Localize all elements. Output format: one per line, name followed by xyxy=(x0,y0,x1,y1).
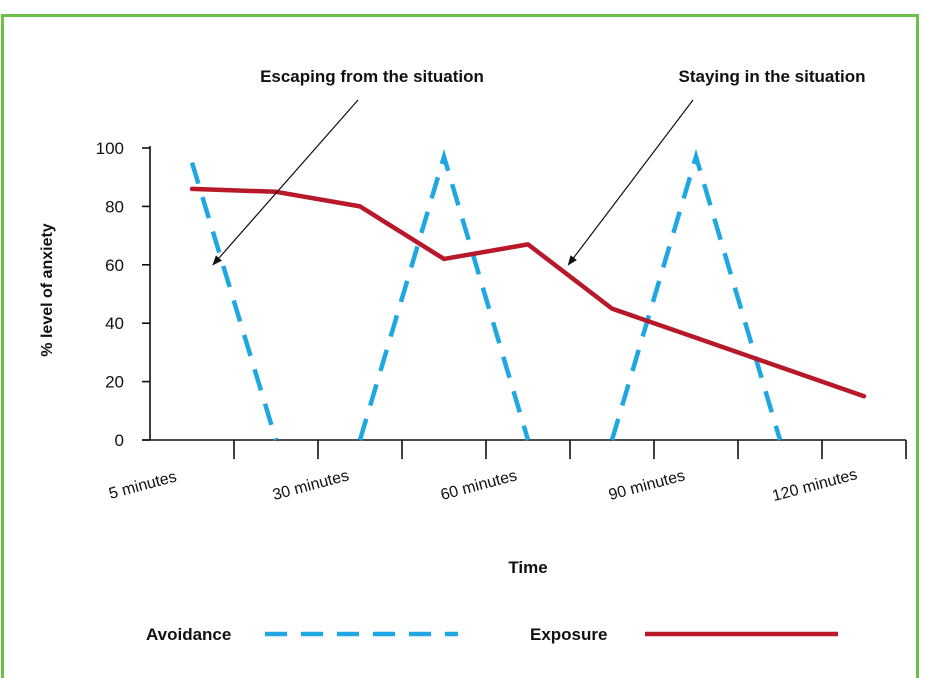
chart-annotations: Escaping from the situation Staying in th… xyxy=(212,67,866,266)
y-tick-label-80: 80 xyxy=(105,197,124,216)
annotation-arrow-1 xyxy=(567,99,694,266)
annotation-text-1: Staying in the situation xyxy=(678,67,865,86)
y-axis-label: % level of anxiety xyxy=(39,223,56,356)
x-tick-label-0: 5 minutes xyxy=(107,468,178,502)
avoidance-line-segment-2 xyxy=(609,148,783,441)
y-tick-label-60: 60 xyxy=(105,256,124,275)
chart-series xyxy=(189,148,867,441)
legend-label-avoidance: Avoidance xyxy=(146,625,231,644)
y-tick-label-40: 40 xyxy=(105,314,124,333)
annotation-arrow-0 xyxy=(212,99,359,266)
y-tick-label-100: 100 xyxy=(96,139,124,158)
annotation-text-0: Escaping from the situation xyxy=(260,67,484,86)
legend-label-exposure: Exposure xyxy=(530,625,607,644)
avoidance-line-segment-0 xyxy=(189,161,279,441)
x-tick-label-2: 60 minutes xyxy=(439,467,519,504)
chart-frame xyxy=(1,14,919,678)
x-tick-label-4: 120 minutes xyxy=(771,466,860,505)
legend: Avoidance Exposure xyxy=(146,625,838,644)
avoidance-line-segment-1 xyxy=(357,148,531,441)
x-axis-label: Time xyxy=(508,558,547,577)
y-tick-label-20: 20 xyxy=(105,373,124,392)
chart-axes: 0 20 40 60 80 100 5 minutes 30 minutes 60 minute… xyxy=(96,139,907,505)
exposure-line xyxy=(189,186,867,399)
x-tick-label-1: 30 minutes xyxy=(271,467,351,504)
y-tick-label-0: 0 xyxy=(115,431,124,450)
x-tick-label-3: 90 minutes xyxy=(607,467,687,504)
